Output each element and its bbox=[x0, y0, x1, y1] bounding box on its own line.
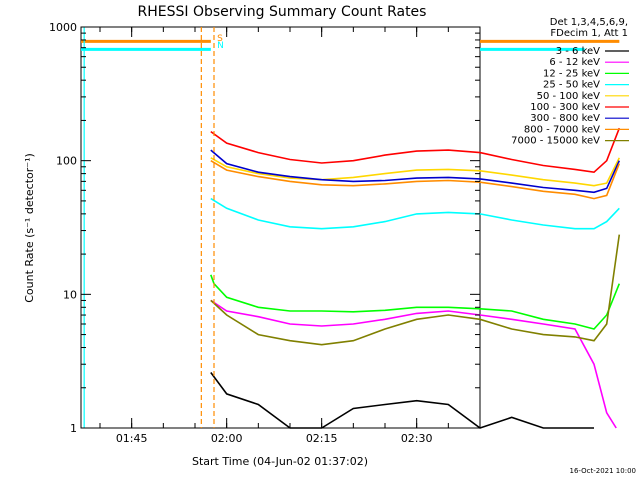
x-tick-label: 02:00 bbox=[211, 432, 243, 445]
x-axis-label: Start Time (04-Jun-02 01:37:02) bbox=[192, 455, 368, 468]
legend-entry-label: 300 - 800 keV bbox=[530, 113, 600, 124]
y-tick-label: 100 bbox=[56, 155, 77, 168]
legend-entry-label: 800 - 7000 keV bbox=[524, 124, 600, 135]
flag-annotation-s: S bbox=[217, 34, 223, 44]
series-line-5 bbox=[210, 127, 621, 174]
series-line-0 bbox=[210, 372, 594, 429]
legend-entry-label: 7000 - 15000 keV bbox=[511, 136, 600, 147]
series-line-3 bbox=[210, 197, 620, 230]
axes-layer: 1 10 100 1000 01:45 02:00 02:15 02:30 bbox=[49, 21, 480, 445]
x-tick-label: 02:15 bbox=[306, 432, 338, 445]
series-line-2 bbox=[210, 274, 621, 330]
series-line-7 bbox=[210, 160, 621, 200]
y-tick-label: 1000 bbox=[49, 21, 77, 34]
chart-title: RHESSI Observing Summary Count Rates bbox=[138, 4, 427, 20]
y-tick-label: 10 bbox=[63, 288, 77, 301]
series-line-4 bbox=[210, 157, 621, 187]
legend-entry-label: 12 - 25 keV bbox=[543, 68, 600, 79]
legend-entry-label: 25 - 50 keV bbox=[543, 80, 600, 91]
plot-area-frame bbox=[80, 26, 481, 429]
flags-layer: SN bbox=[81, 27, 620, 428]
y-axis-label: Count Rate (s⁻¹ detector⁻¹) bbox=[23, 153, 36, 303]
legend-header-line: Det 1,3,4,5,6,9, bbox=[550, 17, 628, 28]
x-tick-label: 01:45 bbox=[116, 432, 148, 445]
series-layer bbox=[210, 127, 621, 429]
legend-header-line: FDecim 1, Att 1 bbox=[550, 28, 628, 39]
flag-annotation-n: N bbox=[217, 41, 224, 51]
y-tick-label: 1 bbox=[70, 422, 77, 435]
legend-entry-label: 3 - 6 keV bbox=[556, 46, 600, 57]
series-line-1 bbox=[210, 299, 617, 429]
series-line-8 bbox=[210, 234, 621, 346]
series-line-6 bbox=[210, 149, 621, 194]
legend: Det 1,3,4,5,6,9,FDecim 1, Att 1 3 - 6 keV… bbox=[511, 17, 629, 147]
legend-entry-label: 50 - 100 keV bbox=[537, 91, 601, 102]
plot-timestamp: 16-Oct-2021 10:00 bbox=[570, 467, 636, 475]
x-tick-label: 02:30 bbox=[401, 432, 433, 445]
legend-entry-label: 6 - 12 keV bbox=[549, 57, 600, 68]
legend-entry-label: 100 - 300 keV bbox=[530, 102, 600, 113]
